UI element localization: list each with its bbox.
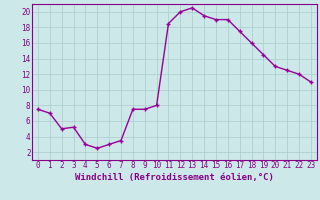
- X-axis label: Windchill (Refroidissement éolien,°C): Windchill (Refroidissement éolien,°C): [75, 173, 274, 182]
